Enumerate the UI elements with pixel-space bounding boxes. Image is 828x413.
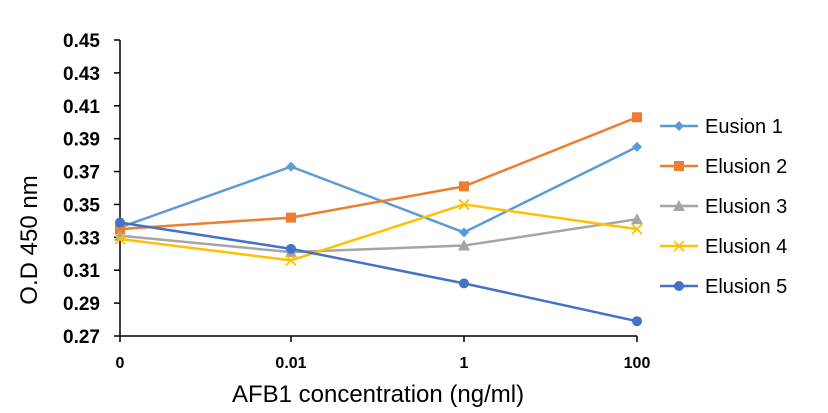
series-group bbox=[114, 112, 643, 327]
y-tick-label: 0.35 bbox=[63, 195, 100, 216]
legend-label: Eusion 1 bbox=[705, 116, 783, 138]
legend-marker bbox=[674, 281, 684, 291]
legend-label: Elusion 2 bbox=[705, 156, 787, 178]
legend-item-3: Elusion 3 bbox=[660, 196, 787, 218]
y-tick-label: 0.27 bbox=[63, 327, 100, 348]
data-point bbox=[458, 239, 470, 251]
data-point bbox=[114, 233, 126, 245]
data-point bbox=[459, 278, 469, 289]
x-tick-label: 0.01 bbox=[275, 355, 306, 372]
y-axis-ticks: 0.45 0.43 0.41 0.39 0.37 0.35 0.33 0.31 0.29 0.27 bbox=[63, 31, 120, 348]
x-tick-label: 1 bbox=[460, 355, 469, 372]
y-tick-label: 0.37 bbox=[63, 163, 100, 184]
data-point bbox=[459, 227, 469, 238]
legend-item-4: Elusion 4 bbox=[660, 236, 787, 258]
legend-label: Elusion 5 bbox=[705, 276, 787, 298]
y-tick-label: 0.39 bbox=[63, 130, 100, 151]
y-tick-label: 0.41 bbox=[63, 97, 100, 118]
legend-item-5: Elusion 5 bbox=[660, 276, 787, 298]
legend-marker bbox=[674, 161, 684, 171]
y-axis-title: O.D 450 nm bbox=[16, 175, 43, 304]
series-4 bbox=[114, 198, 643, 266]
y-tick-label: 0.43 bbox=[63, 64, 100, 85]
legend-item-2: Elusion 2 bbox=[660, 156, 787, 178]
data-point bbox=[459, 181, 469, 192]
data-point bbox=[286, 161, 296, 172]
marker-stroke bbox=[285, 254, 297, 266]
x-tick-label: 0 bbox=[116, 355, 125, 372]
legend: Eusion 1 Elusion 2 Elusion 3 Elusion 4 Elusi… bbox=[660, 116, 787, 298]
axes bbox=[119, 40, 637, 337]
marker-stroke bbox=[458, 198, 470, 211]
x-axis-ticks: 0 0.01 1 100 bbox=[116, 336, 651, 372]
data-point bbox=[286, 243, 296, 254]
y-tick-label: 0.29 bbox=[63, 294, 100, 315]
marker-stroke bbox=[631, 223, 643, 235]
series-line bbox=[119, 203, 638, 262]
y-tick-label: 0.45 bbox=[63, 31, 100, 52]
legend-marker bbox=[674, 121, 684, 131]
legend-label: Elusion 3 bbox=[705, 196, 787, 218]
data-point bbox=[458, 198, 470, 211]
series-line bbox=[119, 221, 638, 323]
data-point bbox=[632, 316, 642, 327]
marker-stroke bbox=[114, 233, 126, 245]
series-line bbox=[119, 116, 638, 231]
legend-marker bbox=[673, 240, 685, 252]
marker-stroke bbox=[673, 240, 685, 252]
legend-marker bbox=[673, 200, 685, 211]
data-point bbox=[632, 141, 642, 152]
y-tick-label: 0.31 bbox=[63, 261, 100, 282]
series-line bbox=[119, 218, 638, 254]
data-point bbox=[631, 223, 643, 235]
data-point bbox=[631, 213, 643, 225]
legend-label: Elusion 4 bbox=[705, 236, 787, 258]
series-2 bbox=[115, 112, 642, 235]
data-point bbox=[632, 112, 642, 123]
x-axis-title: AFB1 concentration (ng/ml) bbox=[232, 381, 524, 408]
data-point bbox=[114, 229, 126, 241]
series-line bbox=[119, 145, 638, 234]
y-tick-label: 0.33 bbox=[63, 228, 100, 249]
x-tick-label: 100 bbox=[624, 355, 651, 372]
series-5 bbox=[115, 217, 642, 327]
data-point bbox=[285, 254, 297, 266]
data-point bbox=[286, 212, 296, 223]
data-point bbox=[115, 224, 125, 235]
legend-item-1: Eusion 1 bbox=[660, 116, 783, 138]
data-point bbox=[115, 217, 125, 228]
